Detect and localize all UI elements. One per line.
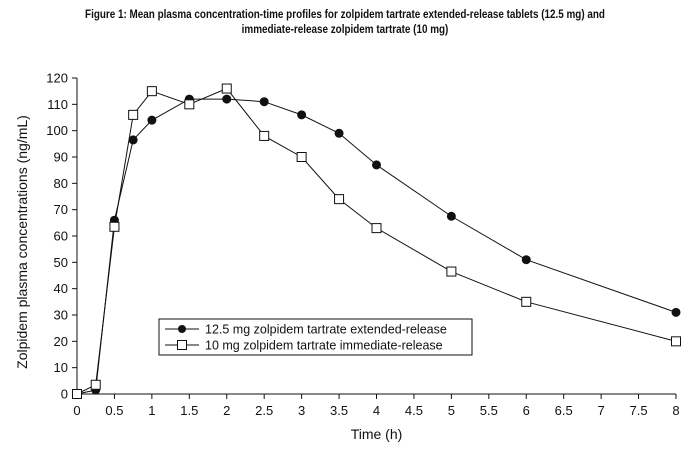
data-point-series-1 (521, 255, 531, 265)
figure-title-line-1: Figure 1: Mean plasma concentration-time… (85, 9, 605, 21)
data-point-series-2 (259, 130, 270, 141)
x-tick-label: 8 (672, 403, 679, 418)
y-tick-label: 40 (54, 281, 68, 296)
series-lines (76, 87, 677, 395)
data-point-series-1 (259, 97, 269, 107)
data-point-series-1 (297, 110, 307, 120)
y-tick-label: 20 (54, 334, 68, 349)
x-tick-label: 4 (373, 403, 380, 418)
data-point-series-2 (334, 194, 345, 205)
legend-marker-circle (178, 325, 186, 333)
legend-label-1: 12.5 mg zolpidem tartrate extended-relea… (205, 323, 447, 337)
x-tick-label: 7.5 (630, 403, 648, 418)
y-tick-label: 60 (54, 229, 68, 244)
y-tick-label: 0 (61, 387, 68, 402)
data-point-series-2 (128, 109, 139, 120)
x-tick-label: 7 (598, 403, 605, 418)
data-point-series-1 (334, 128, 344, 138)
x-tick-label: 0 (73, 403, 80, 418)
legend: 12.5 mg zolpidem tartrate extended-relea… (158, 318, 473, 356)
chart-axes: 0 10 20 30 40 50 60 70 80 90 100 110 120 0 0.5 1 1.5 2 2.5… (46, 71, 679, 419)
legend-label-2: 10 mg zolpidem tartrate immediate-releas… (205, 339, 443, 353)
data-point-series-1 (446, 211, 456, 221)
legend-marker-square (177, 340, 187, 350)
x-tick-label: 3.5 (330, 403, 348, 418)
data-point-series-2 (146, 86, 157, 97)
data-point-series-1 (671, 307, 681, 317)
data-point-series-2 (446, 266, 457, 277)
y-tick-label: 90 (54, 150, 68, 165)
x-tick-label: 2.5 (255, 403, 273, 418)
data-point-series-2 (109, 221, 120, 232)
legend-box (158, 318, 473, 356)
y-tick-label: 120 (46, 71, 68, 86)
y-tick-label: 110 (47, 97, 68, 112)
data-point-series-1 (128, 135, 138, 145)
x-axis-label: Time (h) (351, 426, 403, 442)
data-point-series-2 (184, 99, 195, 110)
x-tick-label: 3 (298, 403, 305, 418)
x-tick-label: 0.5 (105, 403, 123, 418)
x-tick-label: 5.5 (480, 403, 498, 418)
y-axis-label: Zolpidem plasma concentrations (ng/mL) (14, 115, 30, 369)
y-tick-label: 70 (54, 202, 68, 217)
y-tick-label: 30 (54, 308, 68, 323)
series-line-2 (76, 87, 677, 395)
data-point-series-2 (671, 336, 681, 347)
data-point-series-1 (222, 94, 232, 104)
data-point-series-2 (371, 223, 382, 234)
y-tick-label: 80 (54, 176, 68, 191)
x-tick-label: 1.5 (180, 403, 198, 418)
x-tick-label: 4.5 (405, 403, 423, 418)
x-tick-label: 6 (523, 403, 530, 418)
data-point-series-1 (372, 160, 381, 170)
figure-title-line-2: immediate-release zolpidem tartrate (10 … (241, 24, 449, 36)
data-point-series-2 (221, 83, 232, 94)
data-point-series-2 (521, 296, 532, 307)
y-tick-label: 10 (54, 360, 68, 375)
x-tick-label: 2 (223, 403, 230, 418)
x-tick-label: 6.5 (555, 403, 573, 418)
x-tick-label: 1 (148, 403, 155, 418)
series-markers (72, 83, 681, 399)
y-tick-label: 50 (54, 255, 68, 270)
figure-title: Figure 1: Mean plasma concentration-time… (48, 8, 641, 38)
data-point-series-2 (296, 152, 307, 162)
x-tick-label: 5 (448, 403, 455, 418)
data-point-series-2 (90, 379, 101, 390)
data-point-series-1 (147, 115, 157, 125)
data-point-series-2 (72, 389, 82, 399)
y-tick-label: 100 (46, 123, 68, 138)
